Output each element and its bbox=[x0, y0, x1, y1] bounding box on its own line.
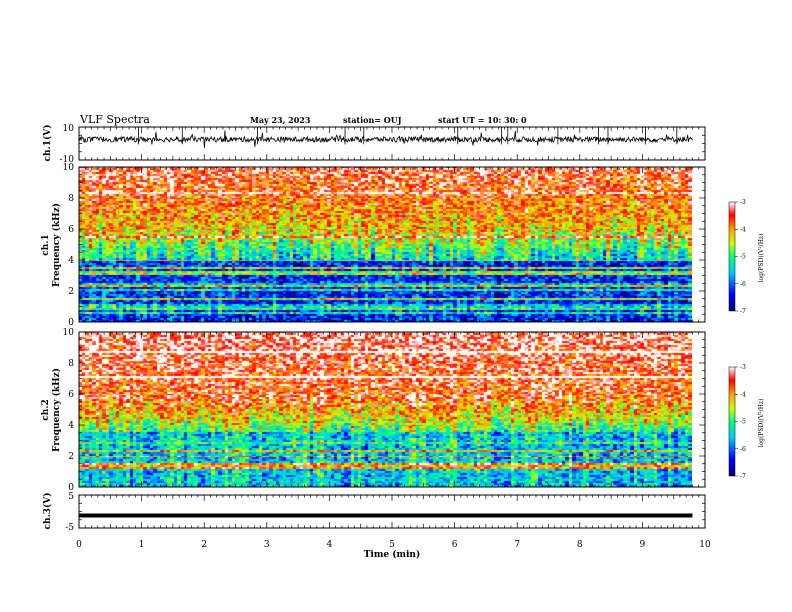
ch2-spectrogram-ylabel-channel: ch.2 bbox=[41, 399, 51, 420]
ch2-spectrogram-cells bbox=[79, 332, 692, 487]
ch1-spectrogram-panel: 0 2 4 6 8 10 ch.1 Frequency (kHz) -3 -4 -5 -6 -7 … bbox=[41, 163, 765, 328]
ch1-waveform-ticks bbox=[78, 126, 706, 161]
ch1-waveform-ylabel: ch.1(V) bbox=[42, 125, 53, 162]
colorbar-tick-label: -7 bbox=[740, 473, 746, 480]
frequency-tick-label: 2 bbox=[68, 452, 74, 462]
frequency-tick-label: 6 bbox=[68, 225, 74, 235]
frequency-tick-label: 0 bbox=[68, 483, 74, 493]
frequency-tick-label: 2 bbox=[68, 287, 74, 297]
ch1-ytick-top: 10 bbox=[63, 124, 75, 134]
ch1-spectrogram-ytick-labels: 0 2 4 6 8 10 bbox=[63, 163, 75, 328]
colorbar-tick-label: -3 bbox=[740, 364, 746, 371]
ch2-spectrogram-ytick-labels: 0 2 4 6 8 10 bbox=[63, 328, 75, 493]
ch1-spectrogram-ticks bbox=[78, 166, 706, 323]
x-tick-label: 5 bbox=[389, 540, 395, 550]
ch1-waveform-trace bbox=[79, 127, 693, 149]
spectrogram-image bbox=[79, 332, 692, 487]
ch2-colorbar-label: log(PSD)(V²/Hz) bbox=[758, 399, 765, 448]
colorbar-tick-label: -3 bbox=[740, 199, 746, 206]
ch3-waveform-ylabel: ch.3(V) bbox=[42, 493, 53, 530]
colorbar-tick-label: -6 bbox=[740, 281, 746, 288]
x-axis-label: Time (min) bbox=[364, 549, 421, 560]
x-tick-label: 4 bbox=[327, 540, 333, 550]
ch3-waveform-panel: 5 -5 ch.3(V) bbox=[42, 492, 706, 533]
ch2-colorbar: -3 -4 -5 -6 -7 log(PSD)(V²/Hz) bbox=[728, 364, 765, 480]
frequency-tick-label: 10 bbox=[63, 163, 75, 173]
frequency-tick-label: 0 bbox=[68, 318, 74, 328]
frequency-tick-label: 8 bbox=[68, 194, 74, 204]
figure-title: VLF Spectra bbox=[79, 113, 150, 126]
ch1-spectrogram-ylabel-frequency: Frequency (kHz) bbox=[51, 203, 62, 287]
ch3-ytick-bottom: -5 bbox=[65, 523, 74, 533]
frequency-tick-label: 8 bbox=[68, 359, 74, 369]
x-tick-label: 0 bbox=[76, 540, 82, 550]
ch3-ytick-top: 5 bbox=[68, 492, 74, 502]
ch2-spectrogram-ticks bbox=[78, 331, 706, 488]
ch2-colorbar-gradient bbox=[728, 366, 736, 477]
colorbar-tick-label: -4 bbox=[740, 391, 746, 398]
ch3-waveform-ticks bbox=[78, 494, 706, 529]
x-tick-label: 6 bbox=[452, 540, 458, 550]
ch1-ytick-bottom: -10 bbox=[60, 155, 75, 165]
colorbar-tick-label: -4 bbox=[740, 226, 746, 233]
header-station: station= OUJ bbox=[343, 115, 402, 125]
spectrogram-image bbox=[79, 167, 692, 322]
ch1-colorbar-label: log(PSD)(V²/Hz) bbox=[758, 234, 765, 283]
frequency-tick-label: 4 bbox=[68, 421, 74, 431]
x-axis-tick-labels: 0 1 2 3 4 5 6 7 8 9 10 bbox=[76, 540, 711, 550]
ch1-colorbar-gradient bbox=[728, 201, 736, 312]
header-date: May 23, 2023 bbox=[250, 115, 311, 125]
ch1-colorbar: -3 -4 -5 -6 -7 log(PSD)(V²/Hz) bbox=[728, 199, 765, 315]
frequency-tick-label: 6 bbox=[68, 390, 74, 400]
colorbar-tick-label: -5 bbox=[740, 254, 746, 261]
ch1-waveform-panel: 10 -10 ch.1(V) bbox=[42, 124, 706, 165]
colorbar-tick-label: -6 bbox=[740, 446, 746, 453]
colorbar-tick-label: -7 bbox=[740, 308, 746, 315]
x-tick-label: 2 bbox=[201, 540, 207, 550]
ch1-waveform-line bbox=[79, 130, 693, 149]
ch1-spectrogram-cells bbox=[79, 167, 692, 322]
x-tick-label: 1 bbox=[139, 540, 145, 550]
x-tick-label: 9 bbox=[640, 540, 646, 550]
colorbar-tick-label: -5 bbox=[740, 419, 746, 426]
x-tick-label: 8 bbox=[577, 540, 583, 550]
x-tick-label: 10 bbox=[699, 540, 711, 550]
ch2-colorbar-ticks: -3 -4 -5 -6 -7 bbox=[735, 364, 746, 480]
header-start-time: start UT = 10: 30: 0 bbox=[438, 115, 527, 125]
ch2-spectrogram-ylabel-frequency: Frequency (kHz) bbox=[51, 368, 62, 452]
x-tick-label: 7 bbox=[514, 540, 520, 550]
x-tick-label: 3 bbox=[264, 540, 270, 550]
ch1-spectrogram-ylabel-channel: ch.1 bbox=[41, 234, 51, 255]
ch2-spectrogram-panel: 0 2 4 6 8 10 ch.2 Frequency (kHz) -3 -4 -5 -6 -7 … bbox=[41, 328, 765, 493]
ch1-colorbar-ticks: -3 -4 -5 -6 -7 bbox=[735, 199, 746, 315]
frequency-tick-label: 4 bbox=[68, 256, 74, 266]
frequency-tick-label: 10 bbox=[63, 328, 75, 338]
